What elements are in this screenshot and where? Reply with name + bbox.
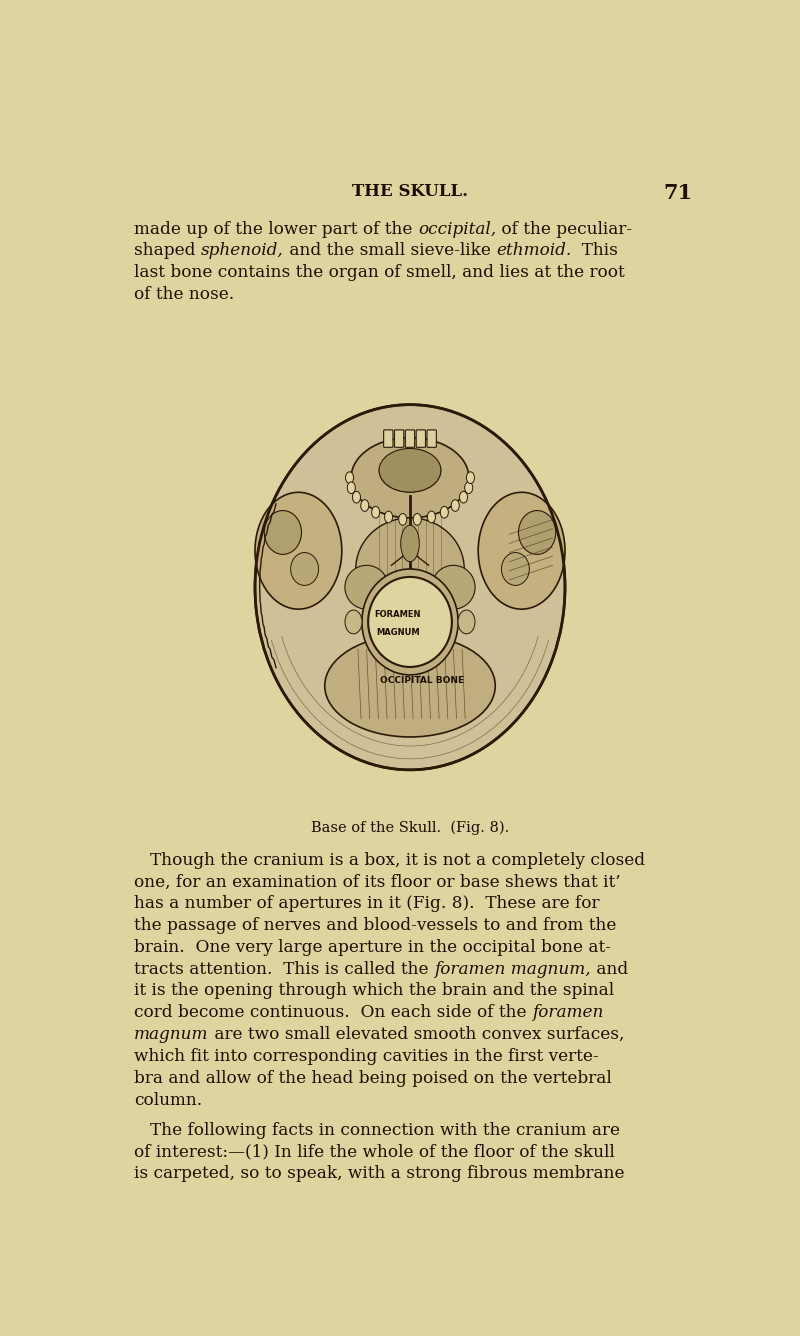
Ellipse shape: [398, 513, 406, 525]
Text: column.: column.: [134, 1092, 202, 1109]
Text: Though the cranium is a box, it is not a completely closed: Though the cranium is a box, it is not a…: [134, 851, 646, 868]
Text: and: and: [590, 961, 628, 978]
Ellipse shape: [361, 500, 369, 512]
Ellipse shape: [368, 577, 452, 667]
Ellipse shape: [255, 405, 565, 770]
Ellipse shape: [502, 553, 530, 585]
FancyBboxPatch shape: [406, 430, 414, 448]
Text: FORAMEN: FORAMEN: [374, 611, 421, 619]
Text: brain.  One very large aperture in the occipital bone at-: brain. One very large aperture in the oc…: [134, 939, 611, 955]
Text: of interest:—(1) In life the whole of the floor of the skull: of interest:—(1) In life the whole of th…: [134, 1144, 615, 1161]
Text: of the peculiar-: of the peculiar-: [496, 220, 632, 238]
Ellipse shape: [518, 510, 556, 554]
Ellipse shape: [356, 518, 464, 620]
Text: shaped: shaped: [134, 242, 201, 259]
Text: made up of the lower part of the: made up of the lower part of the: [134, 220, 418, 238]
Ellipse shape: [401, 525, 419, 561]
Ellipse shape: [432, 565, 475, 609]
Text: which fit into corresponding cavities in the first verte-: which fit into corresponding cavities in…: [134, 1047, 598, 1065]
Text: cord become continuous.  On each side of the: cord become continuous. On each side of …: [134, 1005, 532, 1021]
Text: it is the opening through which the brain and the spinal: it is the opening through which the brai…: [134, 982, 614, 999]
Ellipse shape: [427, 512, 435, 522]
Ellipse shape: [372, 506, 380, 518]
Text: is carpeted, so to speak, with a strong fibrous membrane: is carpeted, so to speak, with a strong …: [134, 1165, 625, 1182]
Text: The following facts in connection with the cranium are: The following facts in connection with t…: [134, 1121, 620, 1138]
Text: and the small sieve-like: and the small sieve-like: [284, 242, 496, 259]
Ellipse shape: [478, 492, 565, 609]
Ellipse shape: [451, 500, 459, 512]
Text: occipital,: occipital,: [418, 220, 496, 238]
Ellipse shape: [414, 513, 422, 525]
Ellipse shape: [353, 492, 361, 504]
Ellipse shape: [459, 492, 467, 504]
Ellipse shape: [325, 635, 495, 737]
Ellipse shape: [466, 472, 474, 484]
Text: MAGNUM: MAGNUM: [376, 628, 419, 637]
Ellipse shape: [347, 482, 355, 493]
Text: OCCIPITAL BONE: OCCIPITAL BONE: [380, 676, 465, 685]
Text: has a number of apertures in it (Fig. 8).  These are for: has a number of apertures in it (Fig. 8)…: [134, 895, 600, 912]
FancyBboxPatch shape: [427, 430, 436, 448]
Ellipse shape: [362, 569, 458, 675]
Ellipse shape: [458, 611, 475, 633]
Ellipse shape: [255, 492, 342, 609]
Ellipse shape: [440, 506, 448, 518]
Ellipse shape: [351, 437, 469, 518]
FancyBboxPatch shape: [416, 430, 426, 448]
Text: 71: 71: [663, 183, 692, 203]
Text: one, for an examination of its floor or base shews that it’: one, for an examination of its floor or …: [134, 874, 621, 890]
Text: of the nose.: of the nose.: [134, 286, 234, 303]
Ellipse shape: [465, 482, 473, 493]
Text: last bone contains the organ of smell, and lies at the root: last bone contains the organ of smell, a…: [134, 265, 625, 281]
Text: are two small elevated smooth convex surfaces,: are two small elevated smooth convex sur…: [209, 1026, 624, 1043]
FancyBboxPatch shape: [384, 430, 393, 448]
Text: Base of the Skull.  (Fig. 8).: Base of the Skull. (Fig. 8).: [311, 820, 509, 835]
Ellipse shape: [290, 553, 318, 585]
Text: bra and allow of the head being poised on the vertebral: bra and allow of the head being poised o…: [134, 1070, 612, 1086]
Text: sphenoid,: sphenoid,: [201, 242, 284, 259]
Text: ethmoid.: ethmoid.: [496, 242, 571, 259]
Ellipse shape: [379, 449, 441, 492]
Text: THE SKULL.: THE SKULL.: [352, 183, 468, 200]
Text: the passage of nerves and blood-vessels to and from the: the passage of nerves and blood-vessels …: [134, 916, 617, 934]
Ellipse shape: [345, 565, 388, 609]
Text: foramen: foramen: [532, 1005, 603, 1021]
Text: tracts attention.  This is called the: tracts attention. This is called the: [134, 961, 434, 978]
Ellipse shape: [385, 512, 393, 522]
Text: magnum: magnum: [134, 1026, 209, 1043]
Ellipse shape: [264, 510, 302, 554]
Ellipse shape: [345, 611, 362, 633]
Text: foramen magnum,: foramen magnum,: [434, 961, 590, 978]
Ellipse shape: [346, 472, 354, 484]
FancyBboxPatch shape: [394, 430, 404, 448]
Text: This: This: [571, 242, 618, 259]
